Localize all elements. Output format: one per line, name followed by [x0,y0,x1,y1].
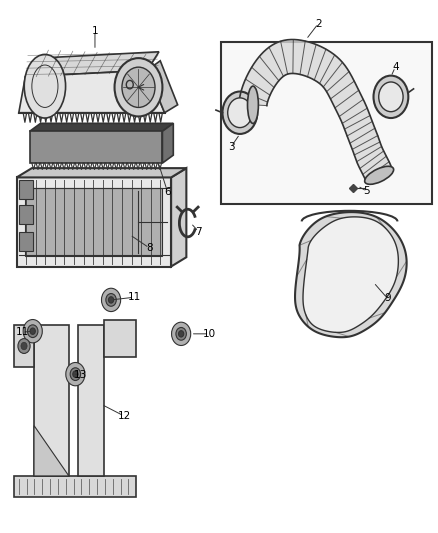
Circle shape [179,330,184,337]
Circle shape [379,82,403,112]
Bar [19,205,33,224]
Polygon shape [303,217,399,333]
Circle shape [102,288,120,312]
Text: 8: 8 [146,243,153,253]
Polygon shape [30,131,162,163]
Circle shape [106,294,116,306]
Text: 9: 9 [384,293,391,303]
Circle shape [21,342,27,350]
Circle shape [176,327,186,340]
Polygon shape [19,70,165,113]
Polygon shape [162,123,173,163]
Text: 2: 2 [315,19,321,29]
Polygon shape [295,212,406,337]
Ellipse shape [247,86,258,124]
Text: 4: 4 [392,62,399,72]
Polygon shape [17,168,186,177]
Circle shape [223,92,257,134]
Circle shape [109,297,114,303]
Polygon shape [34,325,69,476]
Polygon shape [78,325,104,476]
Bar [19,180,33,199]
Polygon shape [17,177,171,266]
Text: 11: 11 [16,327,29,337]
Polygon shape [14,476,136,497]
Polygon shape [30,123,173,131]
Ellipse shape [24,54,66,118]
Circle shape [73,371,78,377]
Circle shape [115,58,162,116]
Polygon shape [104,319,136,357]
Polygon shape [25,52,159,77]
Text: 11: 11 [127,292,141,302]
Text: 1: 1 [92,26,98,36]
Polygon shape [171,168,186,266]
Text: 13: 13 [74,370,87,379]
Text: 3: 3 [228,142,234,152]
Bar [221,42,432,204]
Circle shape [172,322,191,345]
Text: 10: 10 [203,329,216,339]
Polygon shape [239,39,392,181]
Circle shape [70,368,81,381]
Text: 6: 6 [164,187,171,197]
Circle shape [66,362,85,386]
Text: 5: 5 [364,186,370,196]
Circle shape [122,67,155,108]
Polygon shape [147,61,178,113]
Circle shape [23,319,42,343]
Circle shape [28,325,38,337]
Circle shape [18,338,30,353]
Text: 12: 12 [117,411,131,421]
Circle shape [228,98,252,127]
Polygon shape [34,425,69,476]
Text: 7: 7 [195,227,202,237]
Circle shape [30,328,35,334]
Ellipse shape [365,166,394,184]
Bar [19,231,33,251]
Polygon shape [14,325,34,367]
Polygon shape [25,188,162,256]
Circle shape [374,76,408,118]
